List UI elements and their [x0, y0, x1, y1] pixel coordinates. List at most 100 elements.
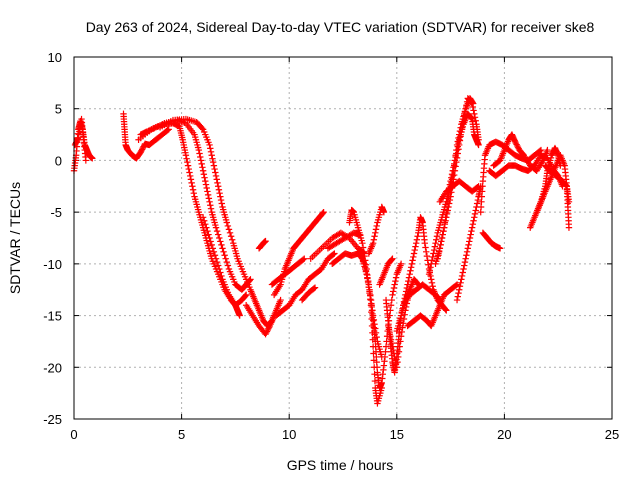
data-point — [536, 147, 544, 155]
series-trace-24 — [400, 281, 444, 309]
data-point — [206, 141, 213, 149]
data-point — [405, 274, 413, 281]
data-point — [364, 274, 371, 281]
data-point — [364, 277, 372, 285]
data-point — [511, 138, 519, 146]
data-point — [438, 238, 445, 245]
data-point — [209, 155, 216, 162]
y-tick-label: 10 — [48, 50, 62, 65]
data-point — [214, 231, 222, 238]
data-point — [387, 336, 395, 343]
data-point — [428, 279, 436, 287]
series-trace-12 — [273, 250, 338, 319]
series-trace-31 — [479, 229, 504, 252]
data-point — [205, 195, 213, 202]
data-point — [217, 196, 225, 204]
data-point — [455, 134, 462, 142]
data-point — [390, 288, 397, 295]
data-point — [214, 183, 222, 190]
data-point — [427, 264, 434, 271]
data-point — [392, 277, 399, 285]
data-point — [264, 326, 271, 334]
series-trace-5 — [135, 116, 254, 293]
data-point — [320, 208, 327, 216]
data-point — [470, 107, 477, 114]
data-point — [443, 203, 451, 211]
data-point — [389, 291, 396, 299]
data-point — [236, 312, 243, 319]
data-point — [388, 256, 395, 263]
data-point — [388, 339, 395, 347]
data-point — [209, 245, 217, 252]
data-point — [369, 343, 377, 350]
data-point — [164, 127, 171, 134]
data-point — [215, 186, 223, 193]
data-point — [389, 255, 396, 262]
series-trace-3 — [120, 110, 172, 162]
data-point — [423, 252, 431, 260]
data-point — [433, 233, 441, 240]
data-point — [465, 241, 472, 249]
data-point — [400, 315, 408, 323]
data-point — [311, 284, 319, 291]
data-point — [195, 146, 203, 154]
data-point — [183, 155, 190, 162]
series-trace-37 — [542, 162, 573, 205]
data-point — [557, 162, 564, 169]
y-tick-label: 5 — [55, 102, 62, 117]
data-point — [408, 260, 416, 268]
data-point — [206, 234, 213, 242]
data-point — [397, 312, 405, 319]
y-tick-label: -25 — [43, 412, 62, 427]
data-point — [208, 152, 215, 159]
data-point — [399, 305, 406, 312]
data-point — [210, 248, 218, 255]
data-point — [220, 248, 227, 255]
series-trace-8 — [242, 302, 278, 338]
data-point — [214, 262, 222, 269]
data-point — [204, 188, 211, 195]
data-point — [212, 255, 220, 262]
data-point — [359, 244, 367, 251]
data-point — [562, 182, 570, 189]
data-point — [208, 241, 215, 249]
y-axis-label: SDTVAR / TECUs — [7, 182, 23, 294]
data-point — [223, 219, 230, 226]
data-point — [211, 252, 219, 259]
data-point — [466, 238, 473, 245]
data-point — [184, 162, 192, 169]
data-point — [222, 255, 229, 262]
data-point — [433, 236, 440, 243]
data-point — [187, 172, 194, 180]
data-point — [216, 265, 223, 273]
data-point — [399, 324, 406, 331]
data-point — [450, 162, 458, 169]
data-point — [210, 162, 218, 169]
data-point — [470, 217, 477, 224]
data-point — [225, 226, 233, 233]
y-tick-label: -5 — [50, 205, 62, 220]
data-point — [204, 191, 212, 199]
y-tick-label: -10 — [43, 257, 62, 272]
data-point — [461, 262, 468, 269]
data-point — [185, 165, 192, 173]
data-point — [471, 214, 478, 221]
data-point — [205, 231, 212, 238]
data-point — [391, 281, 398, 288]
data-point — [387, 302, 395, 309]
data-point — [469, 221, 477, 228]
data-point — [453, 141, 461, 149]
x-tick-label: 25 — [605, 427, 619, 442]
x-tick-label: 5 — [178, 427, 185, 442]
data-point — [214, 179, 221, 187]
y-tick-label: 0 — [55, 153, 62, 168]
data-point — [452, 163, 459, 170]
data-point — [213, 176, 220, 183]
data-point — [445, 193, 452, 200]
data-point — [202, 221, 209, 228]
data-point — [224, 262, 232, 269]
data-point — [389, 343, 396, 350]
data-point — [430, 246, 438, 254]
data-point — [365, 281, 373, 288]
data-point — [310, 285, 318, 292]
